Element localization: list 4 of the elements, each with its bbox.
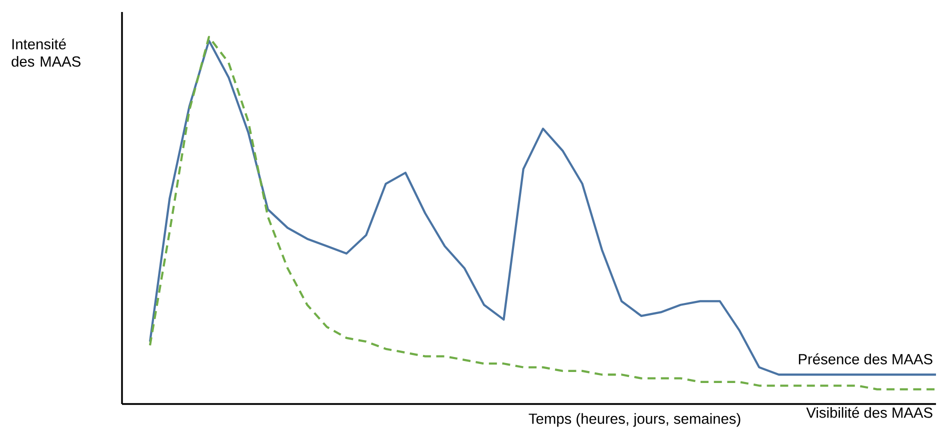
series-label: Présence des MAAS bbox=[798, 353, 932, 364]
y-axis-title: Intensité des MAAS bbox=[12, 38, 80, 67]
series-label: Visibilité des MAAS bbox=[806, 406, 932, 418]
x-axis-title: Temps (heures, jours, semaines) bbox=[528, 413, 740, 427]
